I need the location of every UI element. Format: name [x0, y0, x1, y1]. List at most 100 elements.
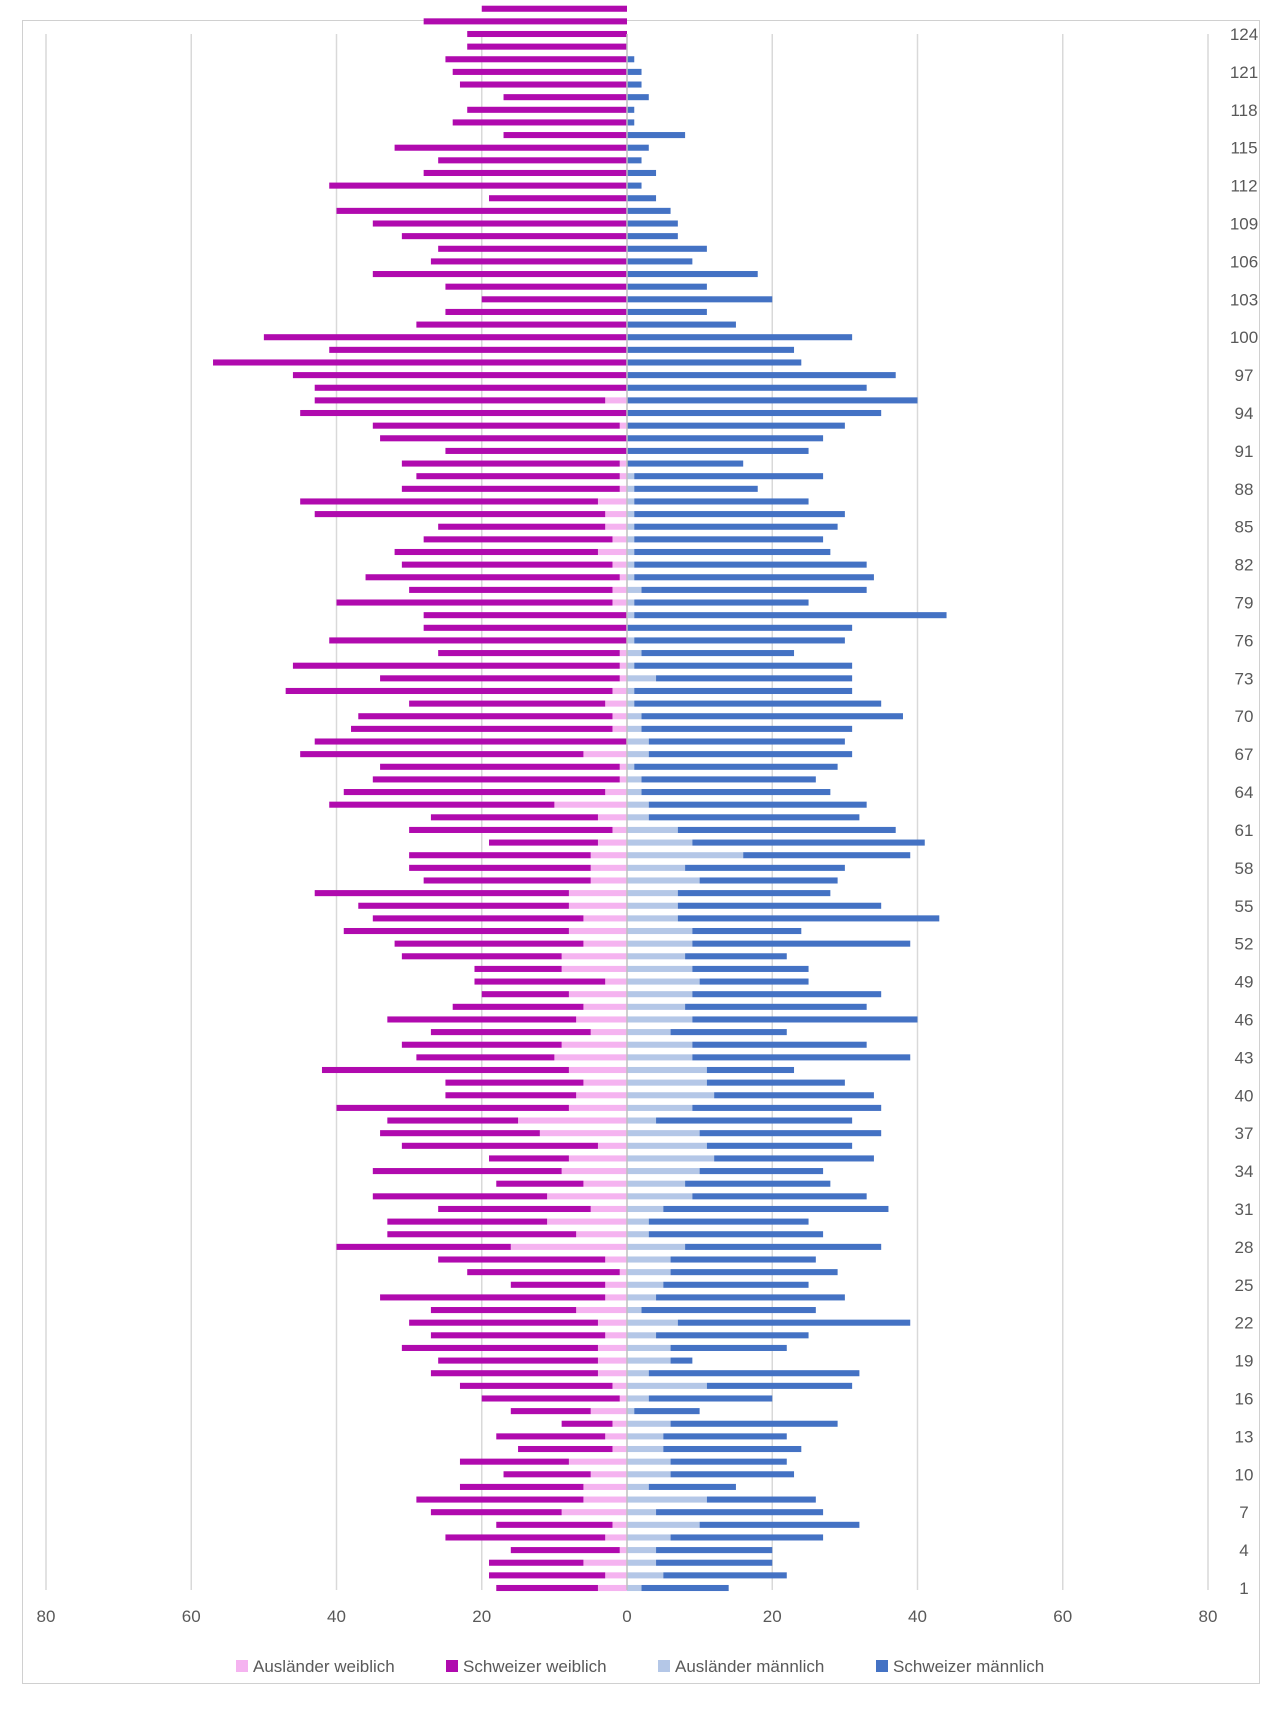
bar-schweizer-maennlich	[627, 460, 744, 467]
bar-schweizer-weiblich	[380, 435, 627, 442]
bar-schweizer-maennlich	[627, 169, 657, 177]
bar-auslaender-maennlich	[627, 1534, 671, 1541]
bar-schweizer-maennlich	[634, 612, 947, 619]
bar-auslaender-maennlich	[627, 1483, 649, 1490]
bar-auslaender-weiblich	[605, 523, 627, 530]
bar-schweizer-maennlich	[634, 511, 845, 518]
bar-auslaender-weiblich	[547, 1193, 627, 1200]
bar-schweizer-weiblich	[467, 43, 627, 50]
bar-schweizer-maennlich	[641, 1307, 816, 1314]
bar-schweizer-maennlich	[641, 586, 867, 593]
bar-auslaender-maennlich	[627, 1193, 693, 1200]
bar-auslaender-maennlich	[627, 978, 700, 985]
bar-auslaender-weiblich	[568, 902, 627, 909]
bar-schweizer-maennlich	[685, 864, 845, 871]
bar-schweizer-weiblich	[365, 574, 620, 581]
bar-auslaender-maennlich	[627, 776, 642, 783]
bar-auslaender-maennlich	[627, 548, 635, 556]
bar-schweizer-weiblich	[416, 473, 620, 480]
bar-auslaender-maennlich	[627, 725, 642, 732]
bar-auslaender-weiblich	[612, 713, 627, 720]
bar-schweizer-weiblich	[314, 384, 627, 391]
bar-auslaender-maennlich	[627, 1256, 671, 1263]
bar-schweizer-maennlich	[692, 1016, 918, 1023]
bar-auslaender-weiblich	[605, 789, 627, 796]
bar-schweizer-maennlich	[648, 738, 845, 745]
bar-schweizer-maennlich	[634, 574, 874, 581]
bar-schweizer-maennlich	[677, 1319, 911, 1326]
bar-schweizer-weiblich	[394, 548, 598, 556]
bar-auslaender-weiblich	[583, 1003, 627, 1010]
bar-schweizer-weiblich	[401, 1344, 598, 1351]
x-tick-label: 40	[908, 1607, 927, 1626]
bar-schweizer-maennlich	[634, 599, 809, 606]
bar-auslaender-weiblich	[612, 586, 627, 593]
bar-auslaender-maennlich	[627, 927, 693, 935]
bar-schweizer-maennlich	[627, 144, 649, 151]
bar-schweizer-maennlich	[677, 915, 940, 922]
bar-auslaender-weiblich	[605, 511, 627, 518]
bar-schweizer-maennlich	[627, 157, 642, 164]
bar-auslaender-weiblich	[605, 978, 627, 985]
bar-schweizer-maennlich	[685, 1003, 867, 1010]
bar-schweizer-weiblich	[438, 157, 627, 164]
bar-schweizer-weiblich	[496, 1180, 584, 1187]
bar-schweizer-maennlich	[648, 751, 853, 758]
y-tick-label: 118	[1230, 101, 1257, 120]
bar-schweizer-weiblich	[314, 397, 606, 404]
bar-schweizer-weiblich	[416, 321, 627, 328]
bar-schweizer-maennlich	[648, 1370, 860, 1377]
bar-schweizer-maennlich	[699, 1521, 860, 1528]
bar-schweizer-weiblich	[387, 1016, 577, 1023]
bar-schweizer-weiblich	[285, 687, 613, 695]
bar-auslaender-weiblich	[605, 1281, 627, 1288]
bar-schweizer-weiblich	[467, 106, 627, 113]
y-tick-label: 49	[1235, 973, 1254, 992]
bar-schweizer-maennlich	[627, 182, 642, 189]
y-tick-label: 121	[1230, 63, 1258, 82]
bar-auslaender-weiblich	[561, 1509, 627, 1516]
bar-schweizer-weiblich	[430, 1509, 562, 1516]
bar-schweizer-weiblich	[314, 738, 627, 745]
bar-schweizer-weiblich	[510, 1281, 606, 1288]
bar-auslaender-weiblich	[605, 1433, 627, 1440]
bar-schweizer-maennlich	[627, 334, 853, 341]
y-tick-label: 88	[1235, 480, 1254, 499]
bar-schweizer-maennlich	[627, 245, 707, 252]
bar-auslaender-maennlich	[627, 1243, 686, 1250]
bar-schweizer-maennlich	[641, 650, 795, 657]
bar-auslaender-maennlich	[627, 763, 635, 770]
bar-schweizer-maennlich	[634, 498, 809, 505]
bar-schweizer-weiblich	[409, 700, 606, 707]
bar-schweizer-maennlich	[627, 233, 678, 240]
bar-auslaender-maennlich	[627, 789, 642, 796]
bar-schweizer-weiblich	[343, 789, 606, 796]
bar-schweizer-maennlich	[714, 1155, 874, 1162]
bar-schweizer-weiblich	[445, 1079, 584, 1086]
bar-schweizer-maennlich	[627, 296, 773, 303]
bar-schweizer-maennlich	[627, 119, 635, 126]
chart-frame	[22, 20, 1260, 1684]
bar-schweizer-weiblich	[438, 1357, 598, 1364]
bar-schweizer-weiblich	[481, 296, 627, 303]
bar-schweizer-weiblich	[401, 561, 613, 568]
bar-schweizer-maennlich	[627, 220, 678, 227]
bar-auslaender-maennlich	[627, 574, 635, 581]
bar-auslaender-weiblich	[597, 548, 627, 556]
bar-auslaender-maennlich	[627, 1269, 671, 1276]
y-tick-label: 85	[1235, 518, 1254, 537]
bar-schweizer-maennlich	[648, 1395, 773, 1402]
bar-auslaender-weiblich	[561, 1041, 627, 1048]
y-tick-label: 115	[1230, 139, 1257, 158]
bar-auslaender-maennlich	[627, 473, 635, 480]
bar-schweizer-maennlich	[641, 789, 831, 796]
y-tick-label: 37	[1235, 1124, 1254, 1143]
bar-schweizer-maennlich	[648, 1218, 809, 1225]
y-tick-label: 31	[1235, 1200, 1254, 1219]
bar-schweizer-maennlich	[627, 56, 635, 63]
bar-schweizer-maennlich	[692, 1054, 911, 1061]
bar-schweizer-maennlich	[627, 271, 758, 278]
bar-schweizer-weiblich	[409, 864, 591, 871]
bar-schweizer-weiblich	[481, 1395, 620, 1402]
bar-auslaender-weiblich	[568, 890, 627, 897]
